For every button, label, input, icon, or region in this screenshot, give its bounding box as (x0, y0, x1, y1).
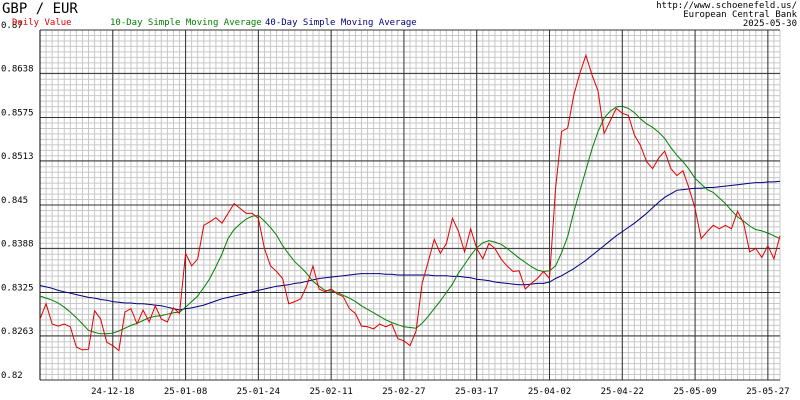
x-tick-label: 25-02-11 (309, 387, 352, 397)
series-line (39, 180, 781, 311)
legend-entry: 40-Day Simple Moving Average (265, 18, 417, 28)
x-tick-label: 25-05-27 (746, 387, 789, 397)
source-name: European Central Bank (683, 10, 797, 20)
y-tick-label: 0.8513 (1, 152, 34, 162)
y-tick-label: 0.8638 (1, 64, 34, 74)
series-line (39, 53, 781, 352)
x-tick-label: 25-01-08 (164, 387, 207, 397)
y-tick-label: 0.8575 (1, 109, 34, 119)
plot (39, 53, 781, 352)
x-tick-label: 24-12-18 (91, 387, 134, 397)
legend-entry: 10-Day Simple Moving Average (110, 18, 262, 28)
x-tick-label: 25-05-09 (673, 387, 716, 397)
legend-entry: Daily Value (12, 18, 72, 28)
series-line (39, 105, 781, 335)
x-tick-label: 25-02-27 (382, 387, 425, 397)
x-tick-label: 25-04-22 (601, 387, 644, 397)
x-tick-label: 25-03-17 (455, 387, 498, 397)
y-tick-label: 0.8388 (1, 239, 34, 249)
x-tick-label: 25-04-02 (528, 387, 571, 397)
y-tick-label: 0.87 (1, 21, 23, 31)
y-tick-label: 0.8263 (1, 327, 34, 337)
source-url: http://www.schoenefeld.us/ (656, 1, 797, 11)
chart-title: GBP / EUR (2, 1, 78, 17)
y-tick-label: 0.845 (1, 196, 28, 206)
grid (39, 29, 781, 381)
x-tick-label: 25-01-24 (237, 387, 280, 397)
source-date: 2025-05-30 (743, 19, 797, 29)
y-tick-label: 0.82 (1, 371, 23, 381)
y-tick-label: 0.8325 (1, 284, 34, 294)
